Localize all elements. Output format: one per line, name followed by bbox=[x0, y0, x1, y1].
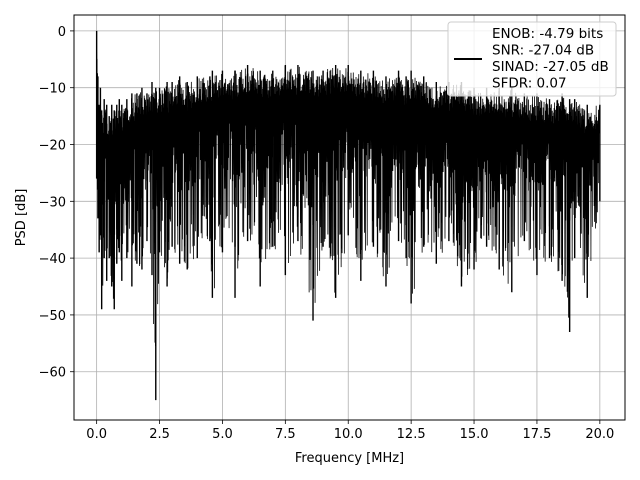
x-tick-label: 2.5 bbox=[149, 427, 170, 442]
legend-sinad: SINAD: -27.05 dB bbox=[492, 59, 609, 75]
legend-box bbox=[447, 21, 617, 97]
legend-snr: SNR: -27.04 dB bbox=[492, 43, 594, 59]
y-axis-label: PSD [dB] bbox=[14, 189, 29, 247]
legend-enob: ENOB: -4.79 bits bbox=[492, 26, 603, 42]
y-tick-label: −50 bbox=[39, 309, 66, 324]
x-tick-label: 20.0 bbox=[585, 427, 614, 442]
x-tick-label: 17.5 bbox=[522, 427, 551, 442]
x-tick-label: 10.0 bbox=[334, 427, 363, 442]
x-tick-label: 0.0 bbox=[86, 427, 107, 442]
axis-ticks: 0.0 2.5 5.0 7.5 10.0 12.5 15.0 17.5 20.0 0 −10 −20 −… bbox=[39, 25, 615, 442]
legend: ENOB: -4.79 bits SNR: -27.04 dB SINAD: -… bbox=[447, 21, 617, 97]
y-tick-label: −30 bbox=[39, 195, 66, 210]
y-tick-label: 0 bbox=[58, 25, 66, 40]
y-tick-label: −60 bbox=[39, 366, 66, 381]
psd-trace bbox=[95, 30, 601, 401]
y-tick-label: −10 bbox=[39, 82, 66, 97]
x-tick-label: 7.5 bbox=[275, 427, 296, 442]
x-axis-label: Frequency [MHz] bbox=[295, 451, 404, 466]
x-tick-label: 15.0 bbox=[460, 427, 489, 442]
y-tick-label: −20 bbox=[39, 139, 66, 154]
y-tick-label: −40 bbox=[39, 252, 66, 267]
legend-sfdr: SFDR: 0.07 bbox=[492, 76, 567, 92]
plot-frame bbox=[73, 14, 626, 421]
x-tick-label: 12.5 bbox=[397, 427, 426, 442]
x-tick-label: 5.0 bbox=[212, 427, 233, 442]
